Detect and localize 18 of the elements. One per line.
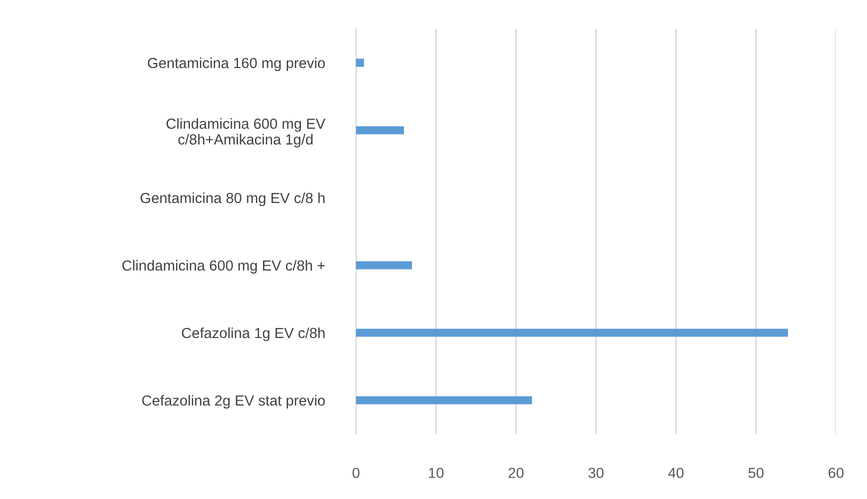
bar: [356, 261, 412, 270]
y-tick-label: Clindamicina 600 mg EV c/8h+Amikacina 1g/d: [166, 118, 326, 148]
y-tick-label: Cefazolina 1g EV c/8h: [182, 327, 325, 342]
x-tick-label: 40: [668, 468, 684, 478]
bar: [356, 126, 404, 134]
x-tick-label: 30: [588, 468, 604, 478]
bar: [356, 396, 532, 404]
x-tick-label: 0: [352, 468, 360, 478]
bar: [356, 328, 788, 337]
y-tick-label: Clindamicina 600 mg EV c/8h +: [122, 260, 325, 274]
y-tick-label: Gentamicina 160 mg previo: [148, 57, 325, 72]
x-tick-label: 20: [508, 468, 524, 478]
x-tick-label: 60: [828, 468, 844, 478]
y-tick-label: Cefazolina 2g EV stat previo: [142, 394, 325, 409]
y-tick-label: Gentamicina 80 mg EV c/8 h: [140, 192, 325, 206]
x-tick-label: 10: [429, 468, 444, 478]
bar: [356, 58, 364, 67]
x-tick-label: 50: [748, 468, 764, 478]
